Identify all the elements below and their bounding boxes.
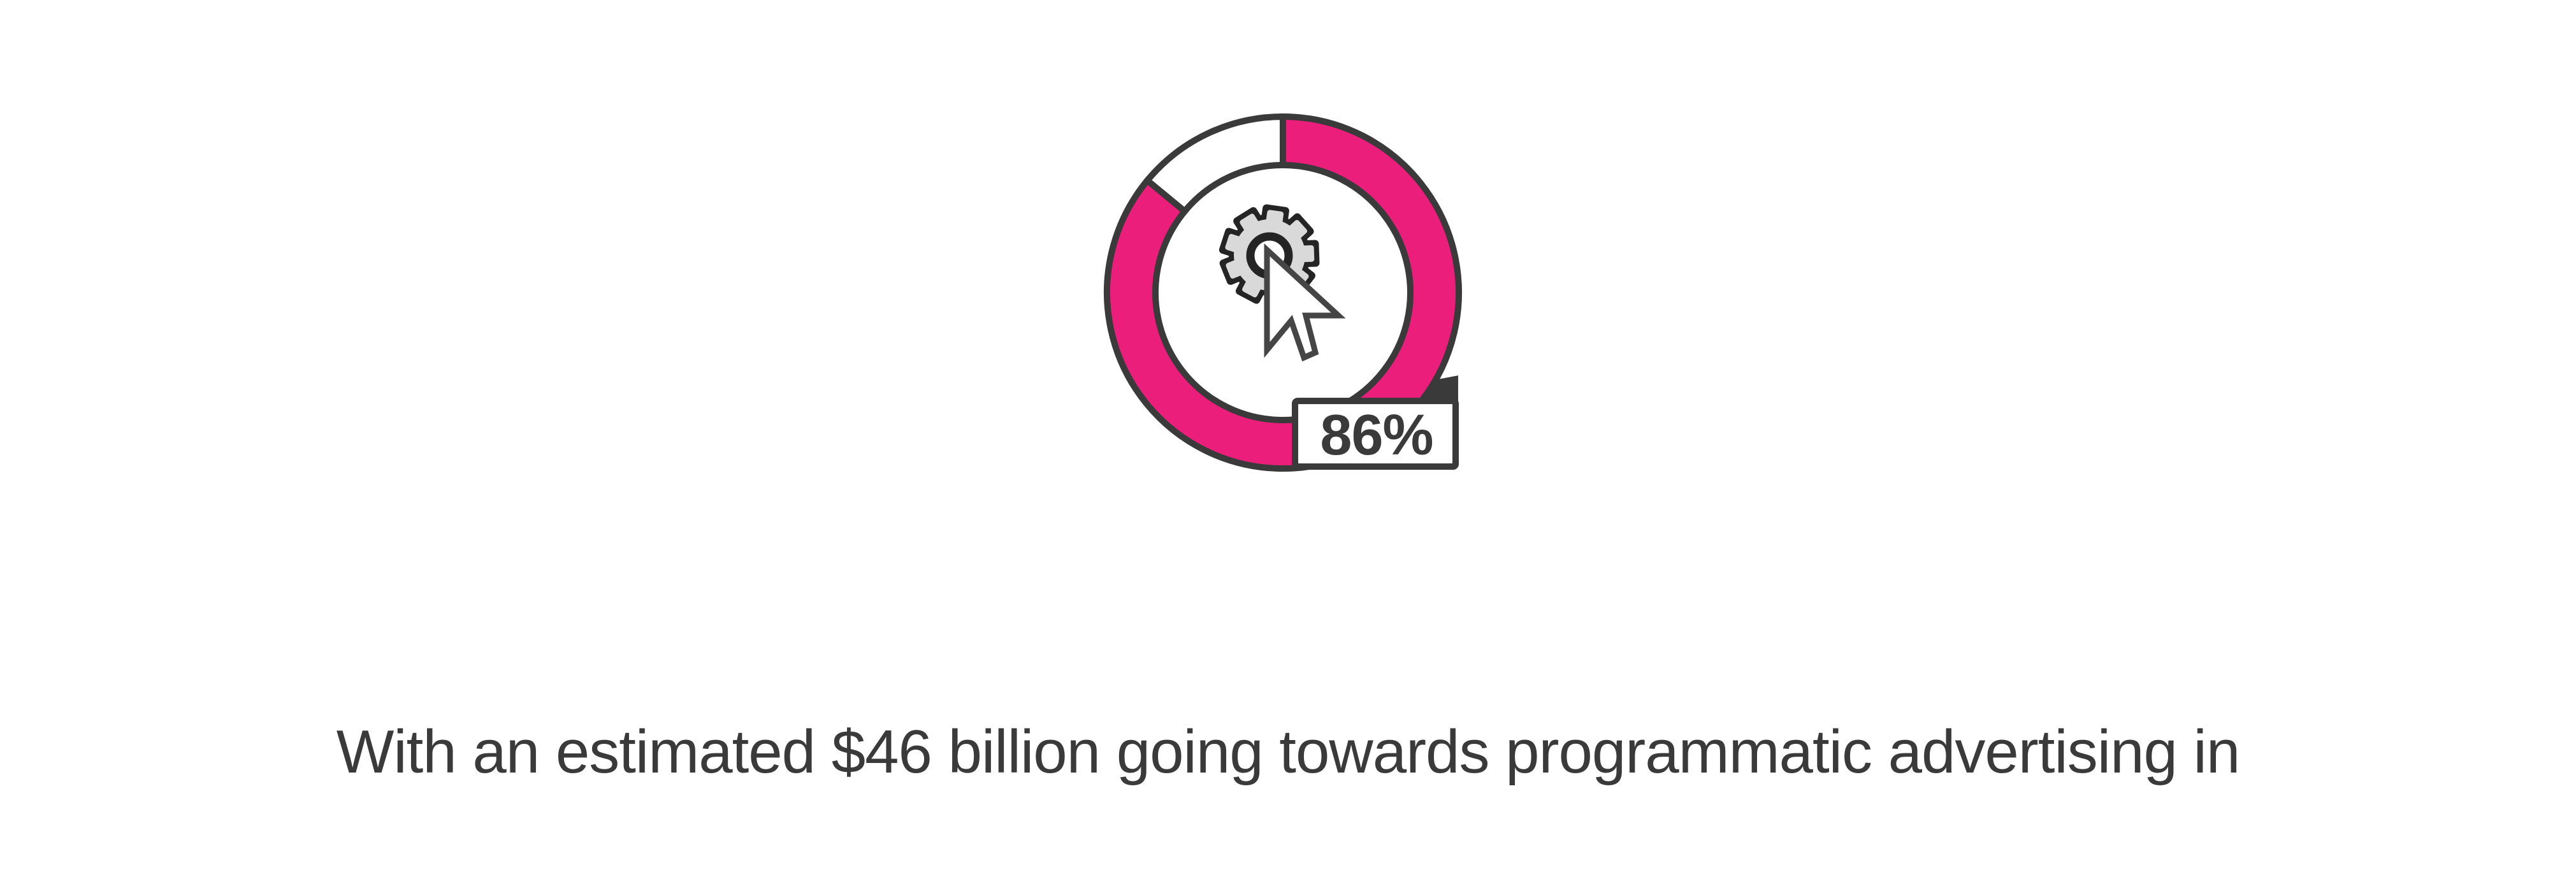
caption-line-1-text: With an estimated $46 billion going towa… xyxy=(336,718,2241,786)
donut-chart: 86% xyxy=(1103,113,1462,472)
box-fold-shadow xyxy=(1419,375,1458,404)
cursor-icon xyxy=(1264,243,1346,362)
gear-tooth xyxy=(1240,214,1261,235)
gear-tooth xyxy=(1285,220,1308,242)
caption-line-1: With an estimated $46 billion going towa… xyxy=(0,710,2576,794)
gear-tooth xyxy=(1265,210,1284,228)
percent-label: 86% xyxy=(1320,403,1433,467)
gear-tooth xyxy=(1226,258,1246,279)
caption: With an estimated $46 billion going towa… xyxy=(0,543,2576,886)
percent-callout-box xyxy=(1292,398,1459,470)
gear-tooth xyxy=(1242,277,1263,298)
donut-unfilled-segment xyxy=(1143,113,1286,216)
gear-tooth xyxy=(1225,234,1245,254)
donut-filled-segment xyxy=(1103,113,1462,472)
gear-tooth xyxy=(1297,245,1315,263)
